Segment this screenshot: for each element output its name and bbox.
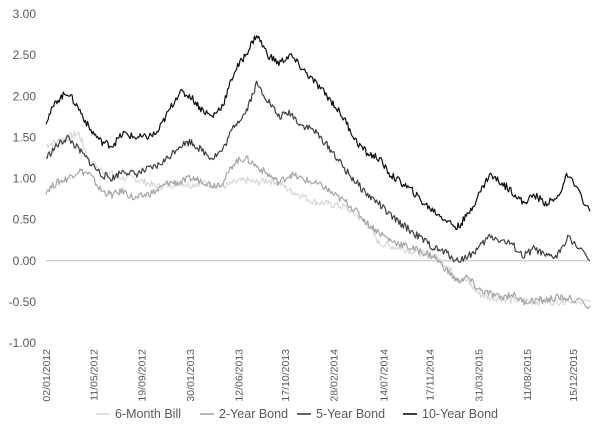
x-tick-label: 19/09/2012 (136, 349, 148, 402)
y-tick-label: 1.00 (13, 172, 37, 186)
y-tick-label: 0.50 (13, 213, 37, 227)
legend: 6-Month Bill 2-Year Bond 5-Year Bond 10-Yea… (96, 407, 498, 421)
series-line-5-year-bond (45, 80, 591, 263)
legend-label: 10-Year Bond (422, 407, 498, 421)
y-tick-label: 1.50 (13, 130, 37, 144)
series-line-2-year-bond (45, 155, 591, 310)
x-axis-tick-labels: 02/01/2012 11/05/2012 19/09/2012 30/01/2013… (41, 349, 580, 402)
y-tick-label: 3.00 (13, 7, 37, 21)
x-tick-label: 28/02/2014 (329, 349, 341, 402)
x-tick-label: 31/03/2015 (473, 349, 485, 402)
series-line-6-month-bill (45, 130, 591, 307)
legend-label: 5-Year Bond (316, 407, 385, 421)
series-lines (45, 35, 591, 310)
x-tick-label: 17/10/2013 (280, 349, 292, 402)
y-axis-tick-labels: 3.00 2.50 2.00 1.50 1.00 0.50 0.00 -0.50 -1.00 (9, 7, 37, 350)
x-tick-label: 11/08/2015 (522, 349, 534, 401)
y-tick-label: -0.50 (9, 295, 37, 309)
x-tick-label: 11/05/2012 (88, 349, 100, 401)
y-tick-label: -1.00 (9, 336, 37, 350)
x-tick-label: 12/06/2013 (233, 349, 245, 402)
x-tick-label: 17/11/2014 (424, 349, 436, 401)
x-tick-label: 02/01/2012 (41, 349, 53, 402)
legend-label: 6-Month Bill (115, 407, 181, 421)
x-tick-label: 14/07/2014 (378, 349, 390, 402)
y-tick-label: 0.00 (13, 254, 37, 268)
y-tick-label: 2.00 (13, 89, 37, 103)
legend-label: 2-Year Bond (219, 407, 288, 421)
x-tick-label: 30/01/2013 (185, 349, 197, 402)
x-tick-label: 15/12/2015 (568, 349, 580, 402)
y-tick-label: 2.50 (13, 48, 37, 62)
series-line-10-year-bond (45, 35, 591, 231)
